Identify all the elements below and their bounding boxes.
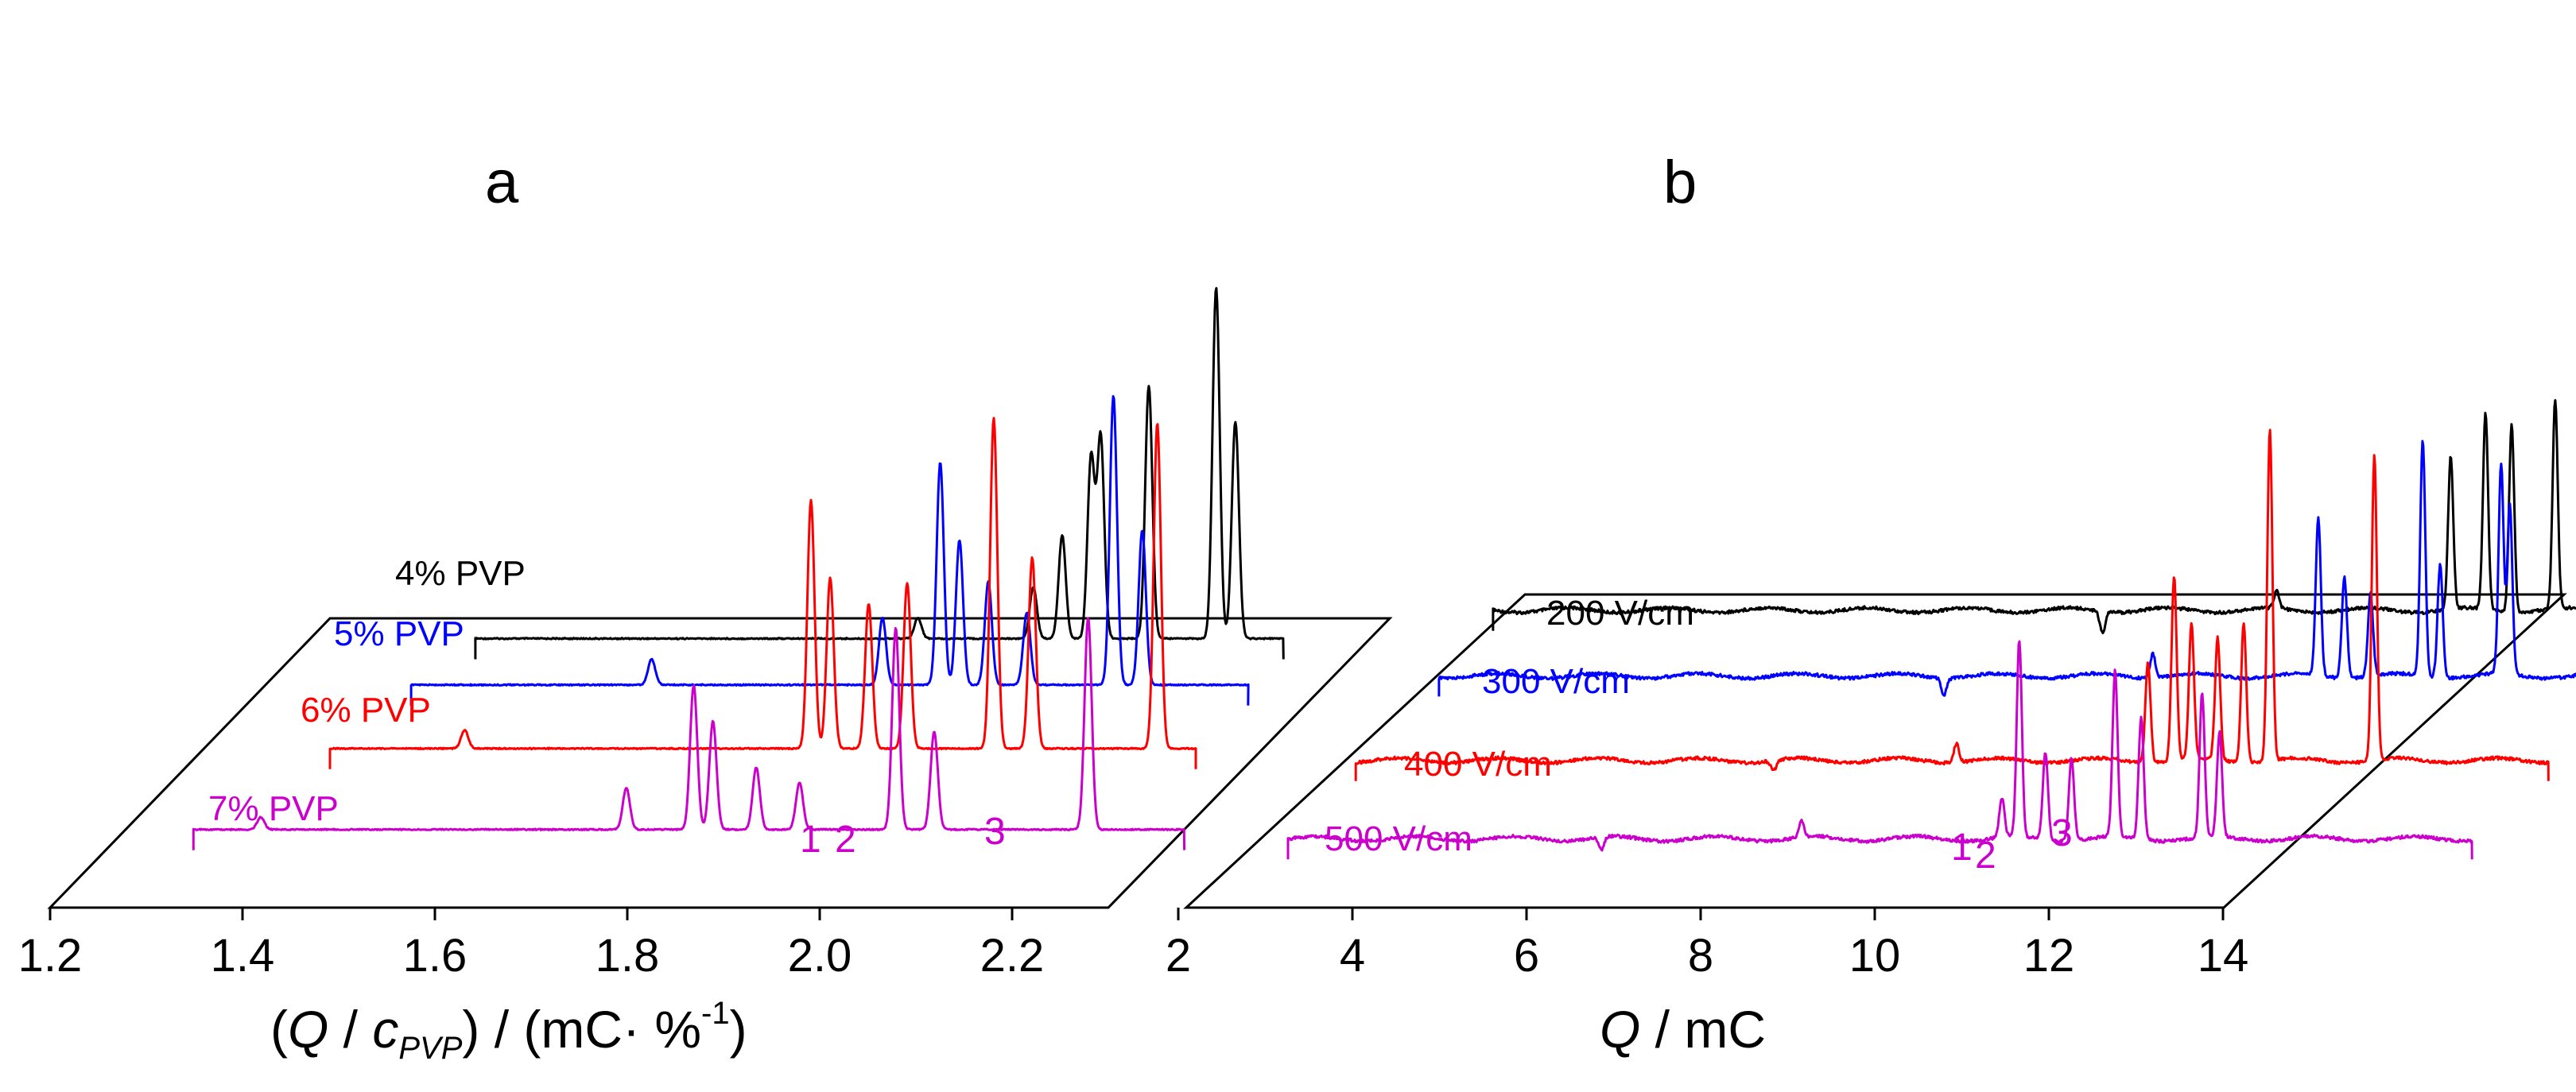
trace-a-6-pvp: [328, 416, 1197, 769]
series-label-5pct: 5% PVP: [334, 614, 464, 653]
panel-b-series-labels: 200 V/cm 300 V/cm 400 V/cm 500 V/cm: [1325, 594, 1694, 858]
trace-b-300-v-cm: [1437, 440, 2576, 697]
series-label-200: 200 V/cm: [1546, 594, 1694, 633]
tick-label-a-5: 2.0: [788, 930, 852, 982]
tick-label-b-2: 4: [1340, 930, 1365, 982]
series-label-500: 500 V/cm: [1325, 819, 1472, 858]
peak-label-a-2: 2: [835, 819, 856, 861]
trace-b-200-v-cm: [1492, 399, 2576, 634]
panel-b-traces: [1286, 399, 2576, 860]
trace-a-5-pvp: [409, 395, 1250, 706]
tick-label-a-3: 1.6: [403, 930, 467, 982]
tick-label-a-2: 1.4: [211, 930, 275, 982]
peak-label-b-1: 1: [1951, 827, 1973, 869]
tick-label-b-5: 10: [1849, 930, 1901, 982]
tick-label-b-7: 14: [2198, 930, 2249, 982]
tick-label-a-1: 1.2: [18, 930, 83, 982]
trace-b-400-v-cm: [1354, 428, 2550, 781]
series-label-300: 300 V/cm: [1482, 662, 1630, 701]
panel-label-b: b: [1663, 149, 1697, 216]
panel-a-traces: [192, 287, 1285, 850]
panel-a-peak-labels: 1 2 3: [800, 811, 1006, 861]
series-label-4pct: 4% PVP: [395, 554, 526, 593]
tick-label-b-4: 8: [1688, 930, 1713, 982]
series-label-6pct: 6% PVP: [301, 691, 431, 730]
tick-label-a-4: 1.8: [596, 930, 660, 982]
peak-label-b-2: 2: [1975, 834, 1996, 877]
x-axis-title-a: (Q / cPVP) / (mC· %-1): [270, 996, 747, 1066]
trace-b-500-v-cm: [1286, 640, 2473, 860]
tick-label-b-1: 2: [1166, 930, 1191, 982]
panel-b-floor: [1183, 593, 2567, 909]
panel-b: 2 4 6 8 10 12 14 200 V/cm 300 V/cm 400 V…: [1166, 149, 2576, 1059]
panel-a-tick-labels: 1.2 1.4 1.6 1.8 2.0 2.2: [18, 930, 1045, 982]
panel-b-peak-labels: 1 2 3: [1951, 812, 2073, 877]
series-label-7pct: 7% PVP: [208, 789, 339, 828]
x-axis-title-b: Q / mC: [1600, 1000, 1766, 1059]
panel-a: 1.2 1.4 1.6 1.8 2.0 2.2 4% PVP 5% PVP 6%…: [18, 149, 1393, 1066]
panel-a-floor: [47, 617, 1393, 909]
peak-label-b-3: 3: [2051, 812, 2073, 854]
trace-a-7-pvp: [192, 617, 1186, 850]
tick-label-b-3: 6: [1514, 930, 1539, 982]
peak-label-a-3: 3: [984, 811, 1006, 853]
panel-a-ticks: [48, 908, 1014, 920]
panel-b-tick-labels: 2 4 6 8 10 12 14: [1166, 930, 2248, 982]
panel-a-series-labels: 4% PVP 5% PVP 6% PVP 7% PVP: [208, 554, 526, 828]
panel-label-a: a: [485, 149, 519, 216]
peak-label-a-1: 1: [800, 819, 821, 861]
series-label-400: 400 V/cm: [1404, 745, 1552, 784]
panel-b-ticks: [1177, 908, 2225, 920]
tick-label-a-6: 2.2: [980, 930, 1045, 982]
tick-label-b-6: 12: [2023, 930, 2075, 982]
